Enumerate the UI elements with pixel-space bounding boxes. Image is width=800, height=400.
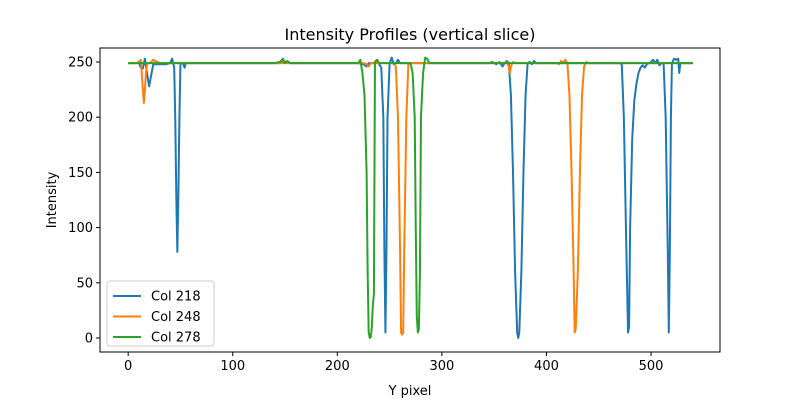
y-tick-label: 150: [68, 166, 93, 181]
x-tick-label: 300: [429, 359, 454, 374]
chart-title: Intensity Profiles (vertical slice): [285, 25, 536, 44]
x-tick-label: 100: [220, 359, 245, 374]
legend-label: Col 248: [151, 310, 201, 325]
y-tick-label: 50: [76, 276, 93, 291]
legend-label: Col 218: [151, 290, 201, 305]
x-tick-label: 400: [534, 359, 559, 374]
y-tick-label: 0: [85, 331, 93, 346]
legend: Col 218 Col 248 Col 278: [106, 280, 215, 347]
y-tick-label: 200: [68, 111, 93, 126]
plot-lines: [128, 56, 693, 339]
x-axis-label: Y pixel: [388, 384, 432, 399]
y-axis-ticks: 0 50 100 150 200 250: [68, 56, 100, 346]
x-tick-label: 0: [124, 359, 132, 374]
axes-frame: [99, 47, 721, 353]
y-axis-label: Intensity: [45, 171, 60, 228]
legend-label: Col 278: [151, 331, 201, 346]
x-tick-label: 200: [325, 359, 350, 374]
x-axis-ticks: 0 100 200 300 400 500: [124, 352, 663, 374]
legend-box: [106, 280, 215, 347]
series-line-3: [128, 56, 693, 339]
x-tick-label: 500: [639, 359, 664, 374]
y-tick-label: 250: [68, 56, 93, 71]
y-tick-label: 100: [68, 221, 93, 236]
series-line-1: [128, 56, 693, 339]
legend-entries: Col 218 Col 248 Col 278: [113, 290, 201, 346]
